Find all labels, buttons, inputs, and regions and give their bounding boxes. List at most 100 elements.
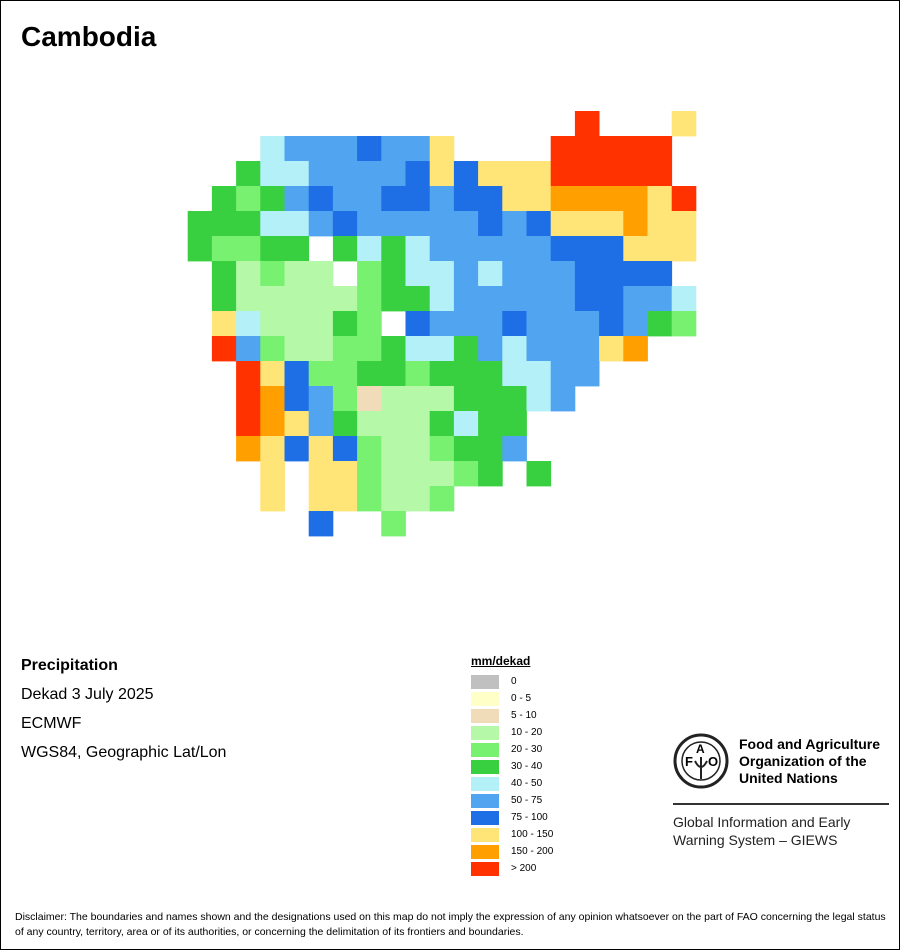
grid-cell <box>478 311 503 337</box>
grid-cell <box>381 461 406 487</box>
grid-cell <box>550 261 576 287</box>
svg-text:F: F <box>685 754 693 769</box>
grid-cell <box>526 286 552 312</box>
grid-cell <box>502 261 527 287</box>
grid-cell <box>574 111 600 137</box>
legend-item: 40 - 50 <box>471 775 553 792</box>
period-label: Dekad 3 July 2025 <box>21 686 154 703</box>
grid-cell <box>574 361 600 387</box>
grid-cell <box>187 236 213 262</box>
grid-cell <box>429 436 455 462</box>
legend-swatch <box>471 725 499 740</box>
grid-cell <box>308 211 334 237</box>
grid-cell <box>405 236 431 262</box>
grid-cell <box>332 211 358 237</box>
grid-cell <box>332 461 358 487</box>
grid-cell <box>260 461 285 487</box>
grid-cell <box>357 361 382 387</box>
legend-swatch <box>471 827 499 842</box>
grid-cell <box>236 336 261 362</box>
grid-cell <box>284 211 310 237</box>
grid-cell <box>332 436 358 462</box>
grid-cell <box>405 461 431 487</box>
legend-label: 100 - 150 <box>511 829 554 840</box>
grid-cell <box>478 436 503 462</box>
grid-cell <box>478 286 503 312</box>
grid-cell <box>550 136 576 162</box>
grid-cell <box>381 486 406 512</box>
grid-cell <box>623 236 648 262</box>
giews-line: Warning System – GIEWS <box>673 832 838 848</box>
grid-cell <box>236 386 261 412</box>
grid-cell <box>260 336 285 362</box>
grid-cell <box>308 336 334 362</box>
grid-cell <box>260 386 285 412</box>
grid-cell <box>550 161 576 187</box>
grid-cell <box>211 286 237 312</box>
grid-cell <box>550 386 576 412</box>
legend-title: mm/dekad <box>471 654 531 668</box>
grid-cell <box>502 386 527 412</box>
grid-cell <box>671 186 697 212</box>
grid-cell <box>284 386 310 412</box>
grid-cell <box>308 461 334 487</box>
grid-cell <box>332 186 358 212</box>
grid-cell <box>260 311 285 337</box>
grid-cell <box>284 336 310 362</box>
grid-cell <box>236 361 261 387</box>
grid-cell <box>453 361 479 387</box>
grid-cell <box>284 161 310 187</box>
grid-cell <box>502 161 527 187</box>
grid-cell <box>260 436 285 462</box>
grid-cell <box>429 411 455 437</box>
legend-label: 20 - 30 <box>511 744 543 755</box>
grid-cell <box>574 136 600 162</box>
grid-cell <box>478 336 503 362</box>
grid-cell <box>332 161 358 187</box>
legend-label: 40 - 50 <box>511 778 543 789</box>
grid-cell <box>453 236 479 262</box>
legend-item: 0 <box>471 673 553 690</box>
grid-cell <box>453 161 479 187</box>
grid-cell <box>308 161 334 187</box>
grid-cell <box>623 261 648 287</box>
grid-cell <box>405 336 431 362</box>
grid-cell <box>260 361 285 387</box>
disclaimer: Disclaimer: The boundaries and names sho… <box>15 911 886 938</box>
grid-cell <box>453 286 479 312</box>
grid-cell <box>308 386 334 412</box>
grid-cell <box>357 386 382 412</box>
variable-label: Precipitation <box>21 657 118 674</box>
grid-cell <box>381 211 406 237</box>
grid-cell <box>453 461 479 487</box>
grid-cell <box>647 161 673 187</box>
grid-cell <box>260 211 285 237</box>
grid-cell <box>381 386 406 412</box>
grid-cell <box>284 311 310 337</box>
grid-cell <box>429 236 455 262</box>
legend-swatch <box>471 810 499 825</box>
grid-cell <box>405 486 431 512</box>
legend-label: 50 - 75 <box>511 795 543 806</box>
legend-label: 0 <box>511 676 517 687</box>
grid-cell <box>453 186 479 212</box>
grid-cell <box>526 336 552 362</box>
grid-cell <box>381 336 406 362</box>
grid-cell <box>332 386 358 412</box>
grid-cell <box>502 436 527 462</box>
grid-cell <box>478 261 503 287</box>
grid-cell <box>332 411 358 437</box>
grid-cell <box>332 311 358 337</box>
legend-swatch <box>471 844 499 859</box>
grid-cell <box>671 111 697 137</box>
grid-cell <box>502 211 527 237</box>
grid-cell <box>429 486 455 512</box>
grid-cell <box>526 261 552 287</box>
svg-text:O: O <box>708 754 718 769</box>
precipitation-grid-map <box>187 111 697 537</box>
map-title: Cambodia <box>21 21 157 52</box>
grid-cell <box>357 286 382 312</box>
grid-cell <box>211 336 237 362</box>
grid-cell <box>381 511 406 537</box>
legend-swatch <box>471 674 499 689</box>
